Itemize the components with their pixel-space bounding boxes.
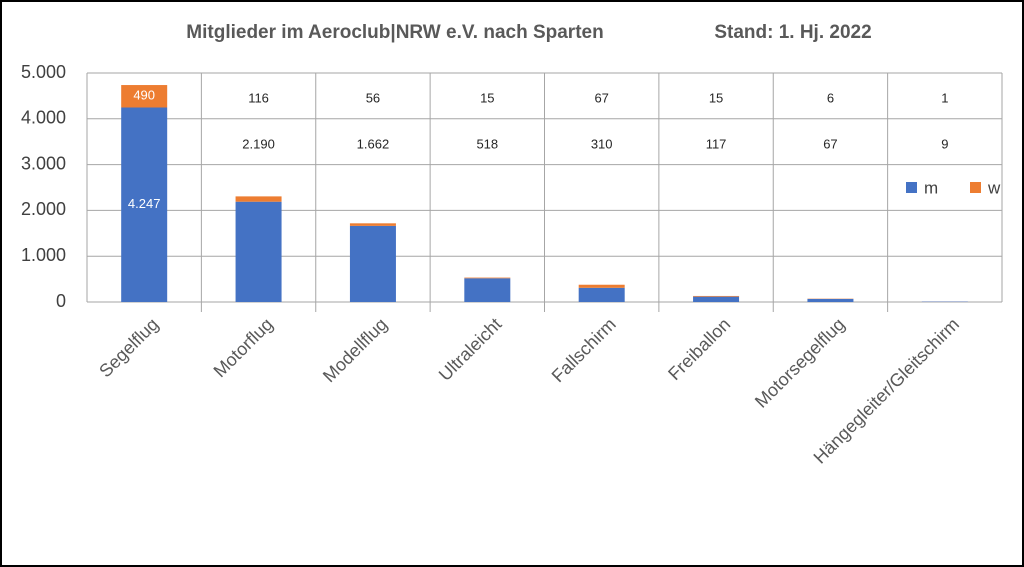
y-tick-label: 1.000 xyxy=(21,245,66,265)
value-label: 15 xyxy=(709,90,723,105)
bar-segment xyxy=(464,277,511,279)
y-tick-label: 3.000 xyxy=(21,153,66,173)
bar-segment xyxy=(235,201,282,302)
value-label: 67 xyxy=(594,90,608,105)
value-label: 56 xyxy=(366,90,380,105)
value-label: 4.247 xyxy=(128,196,161,211)
bar-segment xyxy=(464,278,511,302)
value-label: 1 xyxy=(941,90,948,105)
chart-subtitle: Stand: 1. Hj. 2022 xyxy=(714,22,871,43)
value-label: 310 xyxy=(591,136,613,151)
value-label: 67 xyxy=(823,136,837,151)
value-label: 15 xyxy=(480,90,494,105)
value-label: 1.662 xyxy=(357,136,390,151)
value-label: 518 xyxy=(476,136,498,151)
bar-segment xyxy=(349,223,396,226)
legend-swatch xyxy=(906,182,917,193)
bar-segment xyxy=(578,287,625,302)
bar-segment xyxy=(578,284,625,288)
y-tick-label: 5.000 xyxy=(21,62,66,82)
bar-segment xyxy=(121,107,168,302)
value-label: 116 xyxy=(248,90,269,105)
bar-segment xyxy=(349,225,396,302)
legend-label: m xyxy=(924,178,938,197)
y-tick-label: 4.000 xyxy=(21,108,66,128)
legend-label: w xyxy=(987,178,1001,197)
bar-segment xyxy=(693,296,740,302)
value-label: 9 xyxy=(941,136,948,151)
value-label: 6 xyxy=(827,90,834,105)
y-tick-label: 2.000 xyxy=(21,199,66,219)
bar-segment xyxy=(121,85,168,108)
bar-segment xyxy=(235,196,282,202)
legend-swatch xyxy=(970,182,981,193)
bar-segment xyxy=(693,295,740,297)
y-tick-label: 0 xyxy=(56,291,66,311)
value-label: 117 xyxy=(706,136,727,151)
value-label: 2.190 xyxy=(242,136,275,151)
bar-segment xyxy=(807,298,854,302)
chart-title: Mitglieder im Aeroclub|NRW e.V. nach Spa… xyxy=(186,22,603,43)
value-label: 490 xyxy=(133,88,155,103)
